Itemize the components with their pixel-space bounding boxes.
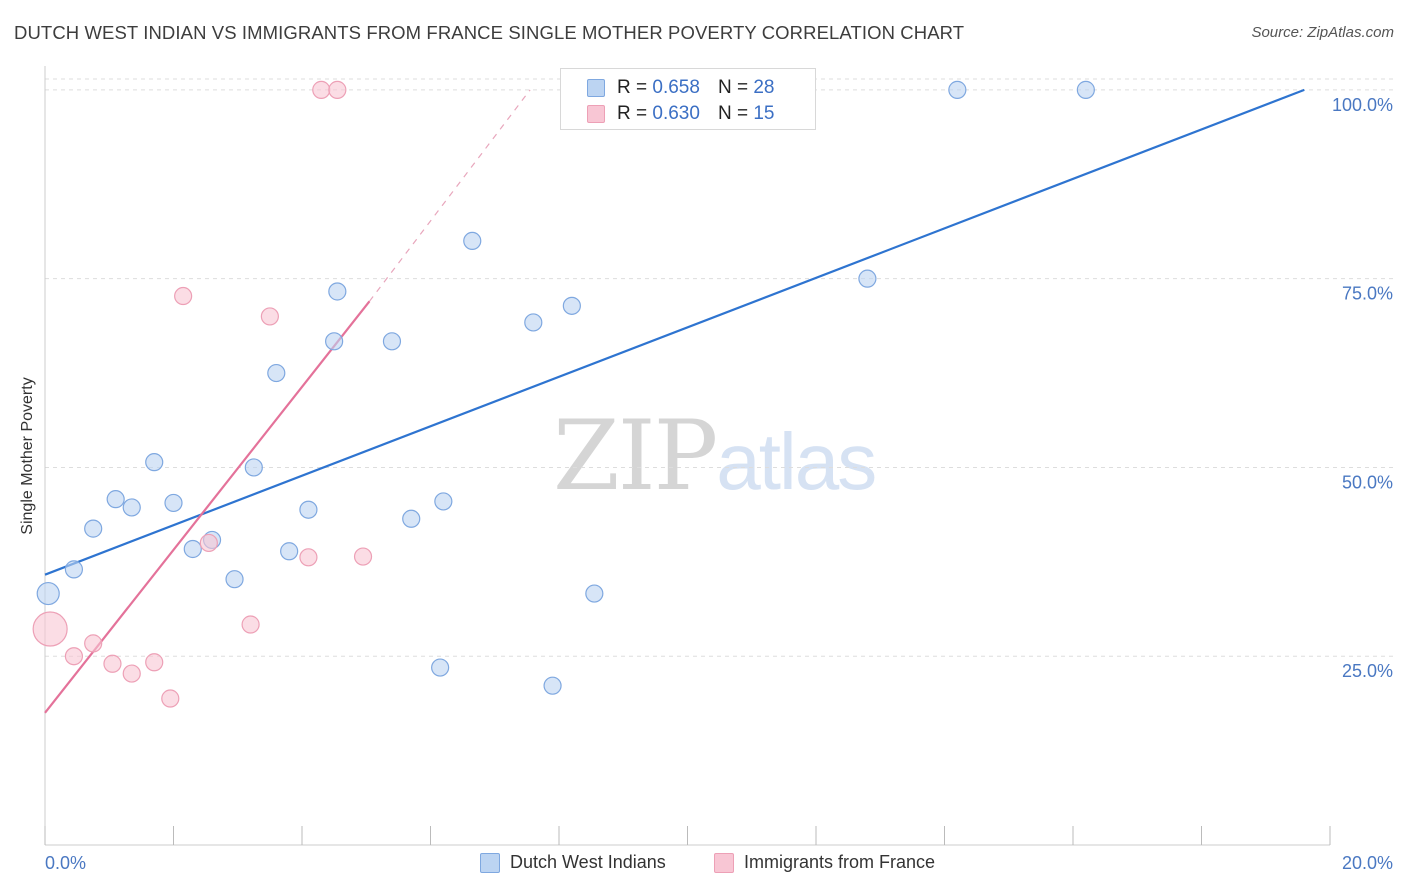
x-tick-label: 0.0% <box>45 853 86 873</box>
pink-swatch-icon <box>714 852 734 873</box>
data-point-immigrants-from-france <box>199 533 218 553</box>
n-value: 28 <box>753 77 775 98</box>
legend-label: Dutch West Indians <box>510 852 666 872</box>
chart-title: DUTCH WEST INDIAN VS IMMIGRANTS FROM FRA… <box>14 22 965 43</box>
data-point-immigrants-from-france <box>64 647 84 666</box>
legend-label: Immigrants from France <box>744 852 936 872</box>
data-point-dutch-west-indians <box>164 493 183 513</box>
r-label: R = <box>617 77 648 98</box>
data-point-dutch-west-indians <box>463 231 482 251</box>
data-point-dutch-west-indians <box>267 363 286 383</box>
data-point-immigrants-from-france <box>103 654 122 673</box>
data-point-dutch-west-indians <box>244 458 263 477</box>
data-point-immigrants-from-france <box>241 615 260 634</box>
watermark-atlas: atlas <box>716 417 877 506</box>
data-point-dutch-west-indians <box>84 519 103 538</box>
correlation-legend: R = 0.658 N = 28 R = 0.630 N = 15 <box>560 68 816 130</box>
pink-swatch-icon <box>587 105 605 123</box>
data-point-dutch-west-indians <box>434 492 453 511</box>
trend-lines <box>44 88 1305 714</box>
legend-item-dutch-west-indians: Dutch West Indians <box>480 852 666 873</box>
data-point-dutch-west-indians <box>145 453 164 472</box>
data-point-immigrants-from-france <box>84 634 103 653</box>
axes <box>44 66 1331 846</box>
data-point-dutch-west-indians <box>122 498 141 517</box>
legend-row-dutch-west-indians: R = 0.658 N = 28 <box>587 77 774 99</box>
watermark: ZIPatlas <box>553 400 877 512</box>
data-point-dutch-west-indians <box>36 581 60 606</box>
data-point-dutch-west-indians <box>948 80 967 99</box>
data-point-immigrants-from-france <box>260 307 279 326</box>
x-tick-label: 20.0% <box>1342 853 1393 873</box>
data-point-dutch-west-indians <box>280 542 299 561</box>
trend-line-dutch-west-indians <box>44 88 1305 576</box>
data-point-dutch-west-indians <box>431 658 450 677</box>
tick-labels: 25.0% 50.0% 75.0% 100.0% 0.0% 20.0% <box>45 95 1393 873</box>
data-point-dutch-west-indians <box>543 676 562 695</box>
data-point-immigrants-from-france <box>353 547 373 566</box>
legend-row-immigrants-from-france: R = 0.630 N = 15 <box>587 103 774 125</box>
data-point-immigrants-from-france <box>122 664 141 683</box>
data-point-immigrants-from-france <box>299 548 318 567</box>
data-point-dutch-west-indians <box>328 282 347 301</box>
data-point-dutch-west-indians <box>106 490 125 509</box>
data-point-dutch-west-indians <box>585 584 604 603</box>
y-tick-label: 25.0% <box>1342 661 1393 681</box>
data-point-dutch-west-indians <box>382 332 402 351</box>
data-point-dutch-west-indians <box>325 332 344 351</box>
data-point-dutch-west-indians <box>299 500 318 519</box>
data-point-dutch-west-indians <box>1076 80 1095 99</box>
y-tick-label: 75.0% <box>1342 284 1393 304</box>
gridlines <box>45 78 1393 657</box>
data-point-dutch-west-indians <box>524 313 543 332</box>
data-point-dutch-west-indians <box>225 570 244 589</box>
legend-item-immigrants-from-france: Immigrants from France <box>714 852 935 873</box>
data-points <box>32 80 1095 708</box>
r-label: R = <box>617 103 648 124</box>
n-value: 15 <box>753 103 775 124</box>
blue-swatch-icon <box>480 852 500 873</box>
data-point-immigrants-from-france <box>161 689 180 708</box>
n-label: N = <box>717 77 749 98</box>
data-point-immigrants-from-france <box>174 286 193 306</box>
data-point-immigrants-from-france <box>312 80 331 99</box>
r-value: 0.658 <box>652 77 700 98</box>
n-label: N = <box>717 103 749 124</box>
blue-swatch-icon <box>587 79 605 97</box>
y-tick-label: 50.0% <box>1342 472 1393 492</box>
data-point-immigrants-from-france <box>145 653 164 672</box>
source-label: Source: ZipAtlas.com <box>1251 24 1394 41</box>
data-point-dutch-west-indians <box>858 269 877 288</box>
data-point-dutch-west-indians <box>402 509 421 528</box>
watermark-zip: ZIP <box>553 400 718 512</box>
r-value: 0.630 <box>652 103 700 124</box>
data-point-dutch-west-indians <box>64 560 84 579</box>
data-point-dutch-west-indians <box>562 296 581 315</box>
data-point-immigrants-from-france <box>328 80 347 99</box>
trend-line-extension-immigrants-from-france <box>368 89 531 302</box>
data-point-dutch-west-indians <box>183 539 202 559</box>
y-tick-label: 100.0% <box>1332 95 1393 115</box>
data-point-immigrants-from-france <box>32 611 68 647</box>
